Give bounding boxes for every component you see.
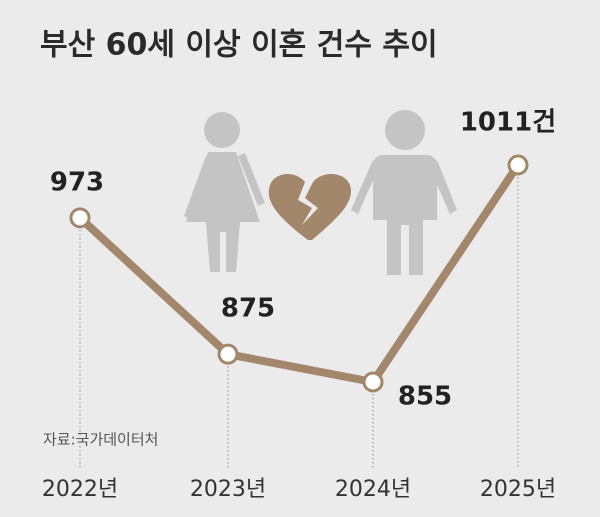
x-tick-label: 2022년: [42, 477, 118, 502]
point: [362, 371, 384, 393]
chart-title: 부산 60세 이상 이혼 건수 추이: [40, 28, 438, 63]
value-label: 875: [221, 294, 275, 324]
x-tick-label: 2023년: [190, 477, 266, 502]
value-label: 855: [398, 382, 452, 412]
value-label: 973: [50, 167, 104, 197]
man-icon: [351, 110, 457, 275]
point: [507, 154, 529, 176]
x-tick-label: 2024년: [335, 477, 411, 502]
source-note: 자료:국가데이터처: [43, 431, 158, 449]
point: [69, 207, 91, 229]
value-label: 1011건: [460, 108, 556, 138]
point: [217, 343, 239, 365]
line: [77, 162, 522, 386]
x-tick-label: 2025년: [480, 477, 556, 502]
woman-icon: [184, 112, 265, 272]
broken-heart-icon: [268, 174, 352, 240]
